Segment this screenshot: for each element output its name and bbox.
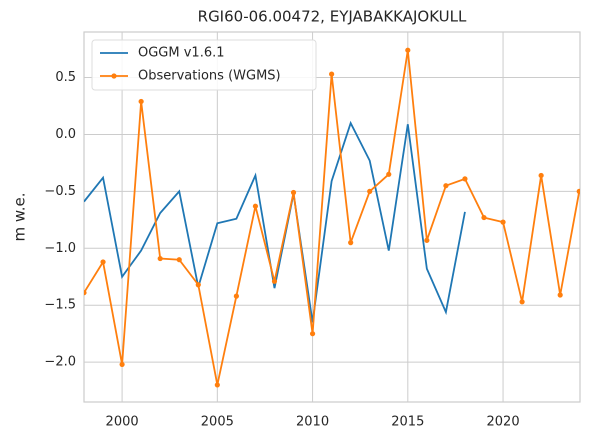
data-point [500,219,506,225]
x-tick-label: 2010 [296,415,329,430]
data-point [538,172,544,179]
data-point [519,299,525,305]
data-point [348,240,354,246]
data-point [309,331,316,337]
data-point [481,214,487,221]
data-point [157,255,163,262]
data-point [84,290,87,296]
data-point [424,237,430,243]
data-point [443,183,449,189]
y-tick-label: 0.0 [55,127,76,142]
data-point [100,259,106,265]
y-tick-label: −1.0 [44,241,76,256]
legend-marker [111,73,117,79]
data-point [176,257,182,263]
data-point [462,176,468,182]
x-tick-label: 2020 [487,415,520,430]
y-axis-label: m w.e. [11,192,29,241]
data-point [233,293,239,299]
legend-label: Observations (WGMS) [138,69,281,84]
data-point [386,171,392,177]
plot-frame [83,31,581,403]
data-point [271,278,278,284]
y-tick-label: −1.5 [44,298,76,313]
x-tick-label: 2015 [391,415,424,430]
data-point [405,47,411,53]
chart-title: RGI60-06.00472, EYJABAKKAJOKULL [198,8,467,26]
y-tick-label: −0.5 [44,184,76,199]
legend-box [91,39,317,91]
data-point [195,282,201,288]
data-point [119,361,125,368]
data-point [576,188,580,194]
x-tick-label: 2000 [106,415,139,430]
legend-label: OGGM v1.6.1 [138,46,225,61]
data-point [557,292,563,298]
x-tick-label: 2005 [201,415,234,430]
data-point [290,189,297,196]
data-point [138,98,144,105]
data-point [367,188,373,194]
data-point [252,203,259,209]
y-tick-label: −2.0 [44,355,76,370]
data-point [329,71,335,77]
series-line [84,120,466,323]
data-point [214,382,220,388]
y-tick-label: 0.5 [55,70,76,85]
